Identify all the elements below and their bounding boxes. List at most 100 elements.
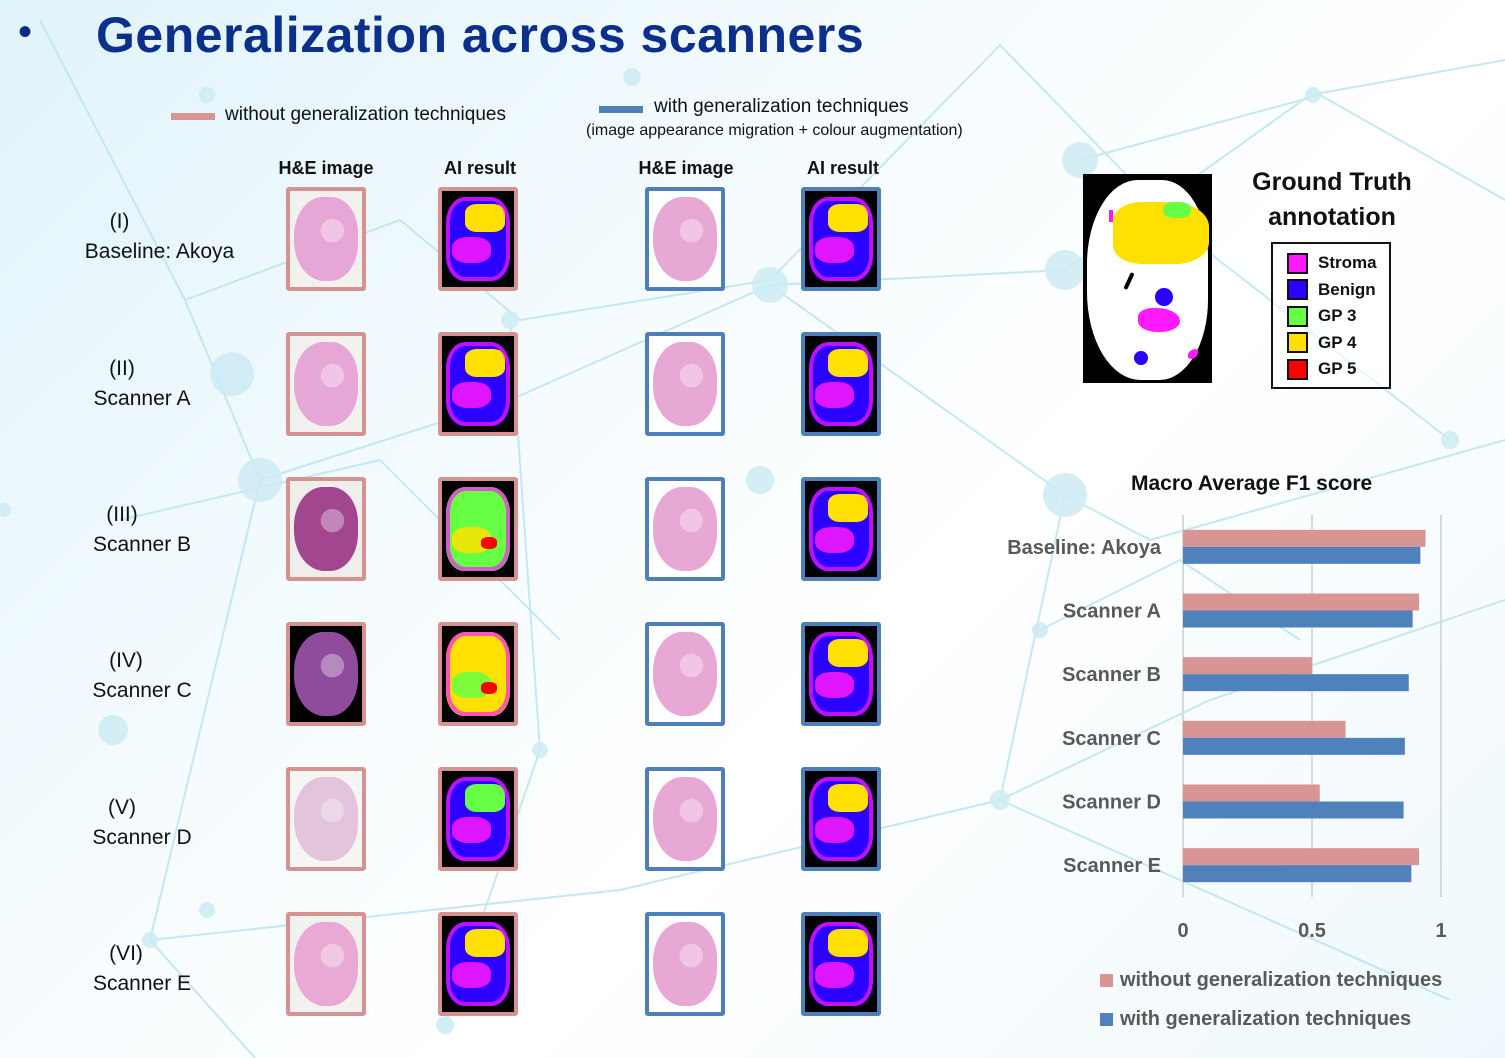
bar-with-scanner-b [1183,674,1409,692]
bar-without-scanner-d [1183,784,1320,802]
scanner-b-with-he-image [645,477,725,581]
ground-truth-title-line1: Ground Truth [1252,168,1412,196]
scanner-a-with-he-image [645,332,725,436]
scanner-c-without-ai-result [438,622,518,726]
y-category-label: Scanner D [1062,792,1161,814]
legend-with-swatch [599,106,643,113]
row-label-scanner-d: (V) Scanner D [72,793,212,853]
bar-with-scanner-d [1183,801,1404,819]
scanner-a-without-he-image [286,332,366,436]
column-header-with-he: H&E image [638,158,734,178]
gt-legend-item-gp3: GP 3 [1287,303,1379,330]
baseline-with-ai-result [801,187,881,291]
scanner-d-with-ai-result [801,767,881,871]
gp3-swatch [1287,305,1308,327]
legend-with-label: with generalization techniques [654,96,909,117]
y-category-label: Baseline: Akoya [1007,537,1162,559]
row-label-scanner-e: (VI) Scanner E [72,939,212,999]
bar-without-scanner-c [1183,720,1346,738]
row-label-scanner-b: (III) Scanner B [72,500,212,560]
bar-without-baseline-akoya [1183,529,1426,547]
row-numeral: (VI) [109,942,143,965]
row-numeral: (IV) [109,649,143,672]
column-header-with-ai: AI result [806,158,880,178]
row-name: Baseline: Akoya [84,240,235,263]
gt-legend-item-stroma: Stroma [1287,250,1379,277]
row-numeral: (I) [109,210,130,233]
bar-with-scanner-e [1183,865,1412,883]
scanner-e-with-ai-result [801,912,881,1016]
chart-legend-without: without generalization techniques [1100,969,1442,992]
y-category-label: Scanner C [1062,728,1161,750]
y-category-label: Scanner B [1062,664,1161,686]
y-category-label: Scanner A [1063,601,1161,623]
scanner-b-without-ai-result [438,477,518,581]
f1-bar-chart: 0 0.5 1 Baseline: Akoya Scanner A Scanner B Sc… [1007,515,1447,942]
benign-swatch [1287,279,1308,301]
x-tick-label: 1 [1435,920,1446,942]
bar-without-scanner-a [1183,593,1420,611]
scanner-b-without-he-image [286,477,366,581]
column-header-without-he: H&E image [278,158,374,178]
scanner-d-with-he-image [645,767,725,871]
gp5-swatch [1287,358,1308,380]
row-name: Scanner E [92,972,192,995]
baseline-with-he-image [645,187,725,291]
x-tick-label: 0 [1177,920,1188,942]
ground-truth-title: Ground Truth annotation [1232,165,1432,235]
gt-legend-item-benign: Benign [1287,277,1379,304]
slide-bullet: • [18,10,33,54]
legend-without-label: without generalization techniques [225,104,506,125]
bar-without-scanner-b [1183,657,1312,675]
scanner-a-without-ai-result [438,332,518,436]
scanner-e-without-he-image [286,912,366,1016]
chart-legend-with-swatch [1100,1013,1113,1026]
row-numeral: (II) [109,357,135,380]
baseline-without-he-image [286,187,366,291]
gt-legend-label: Stroma [1318,253,1377,273]
row-numeral: (V) [108,796,136,819]
row-name: Scanner C [92,679,192,702]
chart-title: Macro Average F1 score [1131,472,1373,495]
scanner-e-without-ai-result [438,912,518,1016]
ground-truth-legend: Stroma Benign GP 3 GP 4 GP 5 [1271,242,1391,389]
row-label-scanner-a: (II) Scanner A [72,354,212,414]
gt-legend-label: GP 5 [1318,359,1357,379]
scanner-c-with-he-image [645,622,725,726]
chart-legend-without-label: without generalization techniques [1120,969,1443,991]
scanner-d-without-ai-result [438,767,518,871]
gt-legend-item-gp4: GP 4 [1287,330,1379,357]
bar-without-scanner-e [1183,848,1420,866]
scanner-b-with-ai-result [801,477,881,581]
gt-legend-label: Benign [1318,279,1376,299]
legend-with-sublabel: (image appearance migration + colour aug… [586,122,963,139]
gp4-swatch [1287,332,1308,354]
row-label-scanner-c: (IV) Scanner C [72,646,212,706]
bar-with-scanner-c [1183,737,1405,755]
chart-legend-without-swatch [1100,974,1113,987]
gt-legend-item-gp5: GP 5 [1287,356,1379,383]
y-category-label: Scanner E [1063,855,1161,877]
slide-title: Generalization across scanners [96,7,865,63]
ground-truth-annotation-image [1083,174,1212,383]
scanner-a-with-ai-result [801,332,881,436]
column-header-without-ai: AI result [443,158,517,178]
gt-legend-label: GP 4 [1318,332,1357,352]
stroma-swatch [1287,252,1308,274]
gt-legend-label: GP 3 [1318,306,1357,326]
chart-legend-with: with generalization techniques [1100,1008,1411,1031]
row-name: Scanner B [92,533,192,556]
scanner-d-without-he-image [286,767,366,871]
legend-without-swatch [171,113,215,120]
bar-with-baseline-akoya [1183,546,1421,564]
scanner-c-without-he-image [286,622,366,726]
row-label-baseline: (I) Baseline: Akoya [72,207,247,267]
row-numeral: (III) [106,503,138,526]
bar-with-scanner-a [1183,610,1413,628]
scanner-c-with-ai-result [801,622,881,726]
x-tick-label: 0.5 [1298,920,1326,942]
baseline-without-ai-result [438,187,518,291]
row-name: Scanner D [92,826,192,849]
chart-legend-with-label: with generalization techniques [1120,1008,1412,1030]
row-name: Scanner A [93,387,191,410]
